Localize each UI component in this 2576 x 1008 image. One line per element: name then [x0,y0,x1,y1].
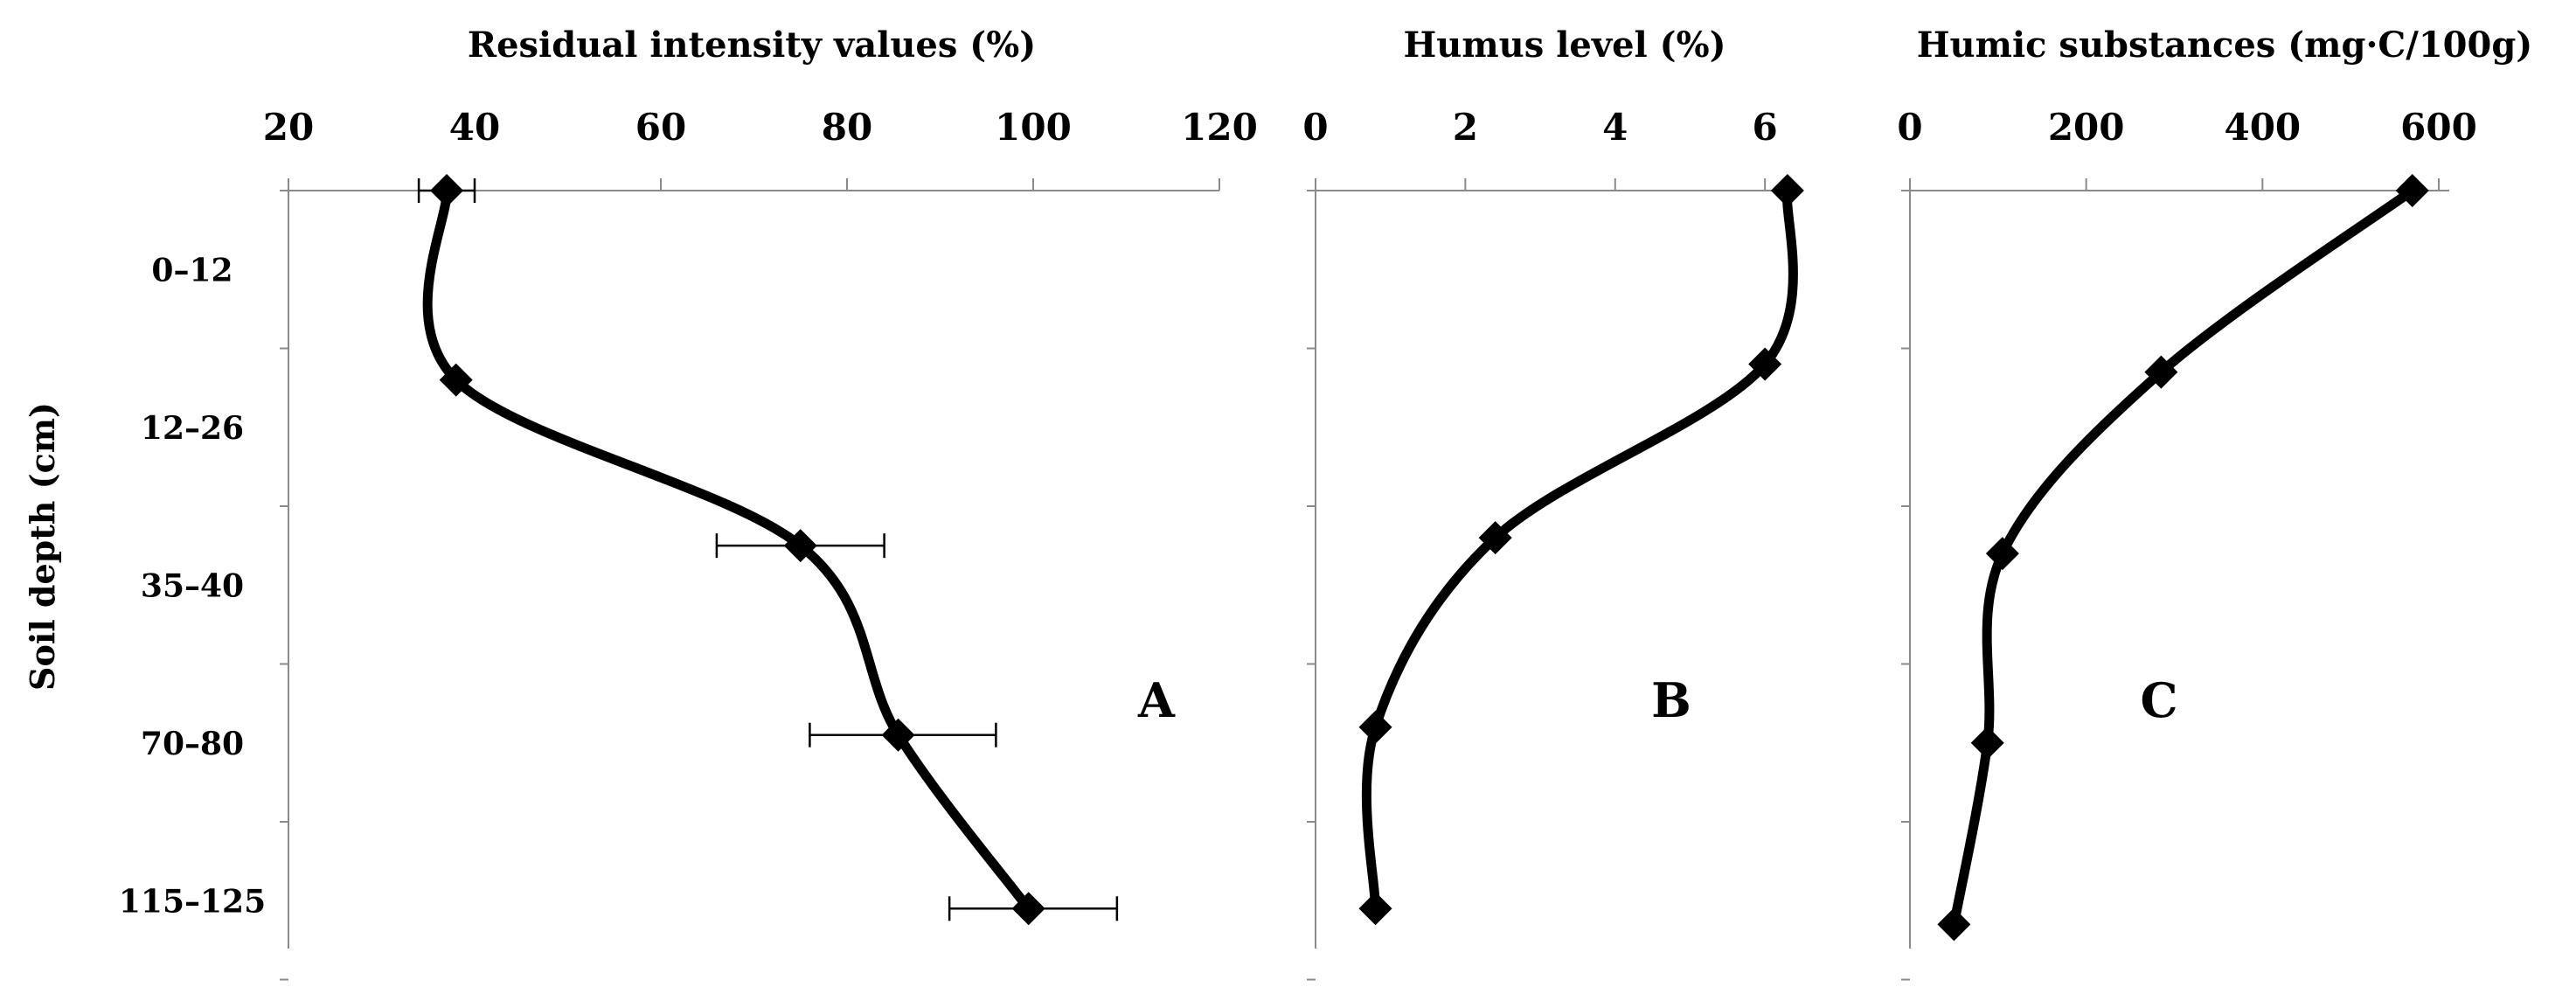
y-axis-label: Soil depth (cm) [23,402,62,691]
depth-category-label: 70–80 [141,726,244,762]
series-line [1948,185,2418,929]
depth-category-label: 0–12 [151,252,233,288]
data-point [1748,347,1782,381]
panel-c: Humic substances (mg·C/100g) 0 200 400 600 C [1897,24,2532,981]
data-point [2144,355,2178,389]
data-point [1358,892,1392,926]
x-tick-label: 2 [1453,106,1478,149]
chart-panels: Residual intensity values (%)20 40 60 80 100… [263,24,2532,981]
data-point [881,718,915,752]
x-tick-label: 60 [635,106,686,149]
depth-category-label: 115–125 [119,883,266,920]
data-point [1937,907,1971,942]
data-point [1985,537,2019,571]
data-point [439,363,473,397]
x-tick-label: 20 [263,106,314,149]
data-point [1970,726,2004,760]
data-point [2395,174,2429,207]
depth-category-labels: 0–12 12–26 35–40 70–80 115–125 [119,252,266,920]
x-tick-label: 40 [449,106,500,149]
data-point [1770,174,1804,207]
panel-letter: B [1651,672,1691,728]
x-tick-label: 100 [995,106,1072,149]
x-tick-label: 400 [2224,106,2301,149]
panel-letter: C [2141,672,2178,728]
data-point [1358,710,1392,744]
series-line [1361,185,1798,914]
x-tick-label: 600 [2400,106,2477,149]
panel-title: Humus level (%) [1403,24,1725,66]
panel-letter: A [1137,672,1176,728]
depth-category-label: 12–26 [141,410,244,447]
panel-title: Residual intensity values (%) [468,24,1036,66]
data-point [1011,892,1045,926]
x-tick-label: 4 [1602,106,1628,149]
x-tick-label: 0 [1897,106,1922,149]
panel-title: Humic substances (mg·C/100g) [1917,24,2532,66]
depth-category-label: 35–40 [141,567,244,604]
x-tick-label: 0 [1302,106,1328,149]
panel-b: Humus level (%) 0 2 4 6 B [1302,24,1804,981]
x-tick-label: 120 [1181,106,1258,149]
x-tick-label: 80 [822,106,872,149]
series-line [422,185,1034,914]
data-point [1478,521,1512,555]
data-point [430,174,464,207]
x-tick-label: 200 [2048,106,2125,149]
x-tick-label: 6 [1753,106,1778,149]
data-point [783,529,817,563]
panel-a: Residual intensity values (%) 20 40 60 80 100… [263,24,1258,981]
